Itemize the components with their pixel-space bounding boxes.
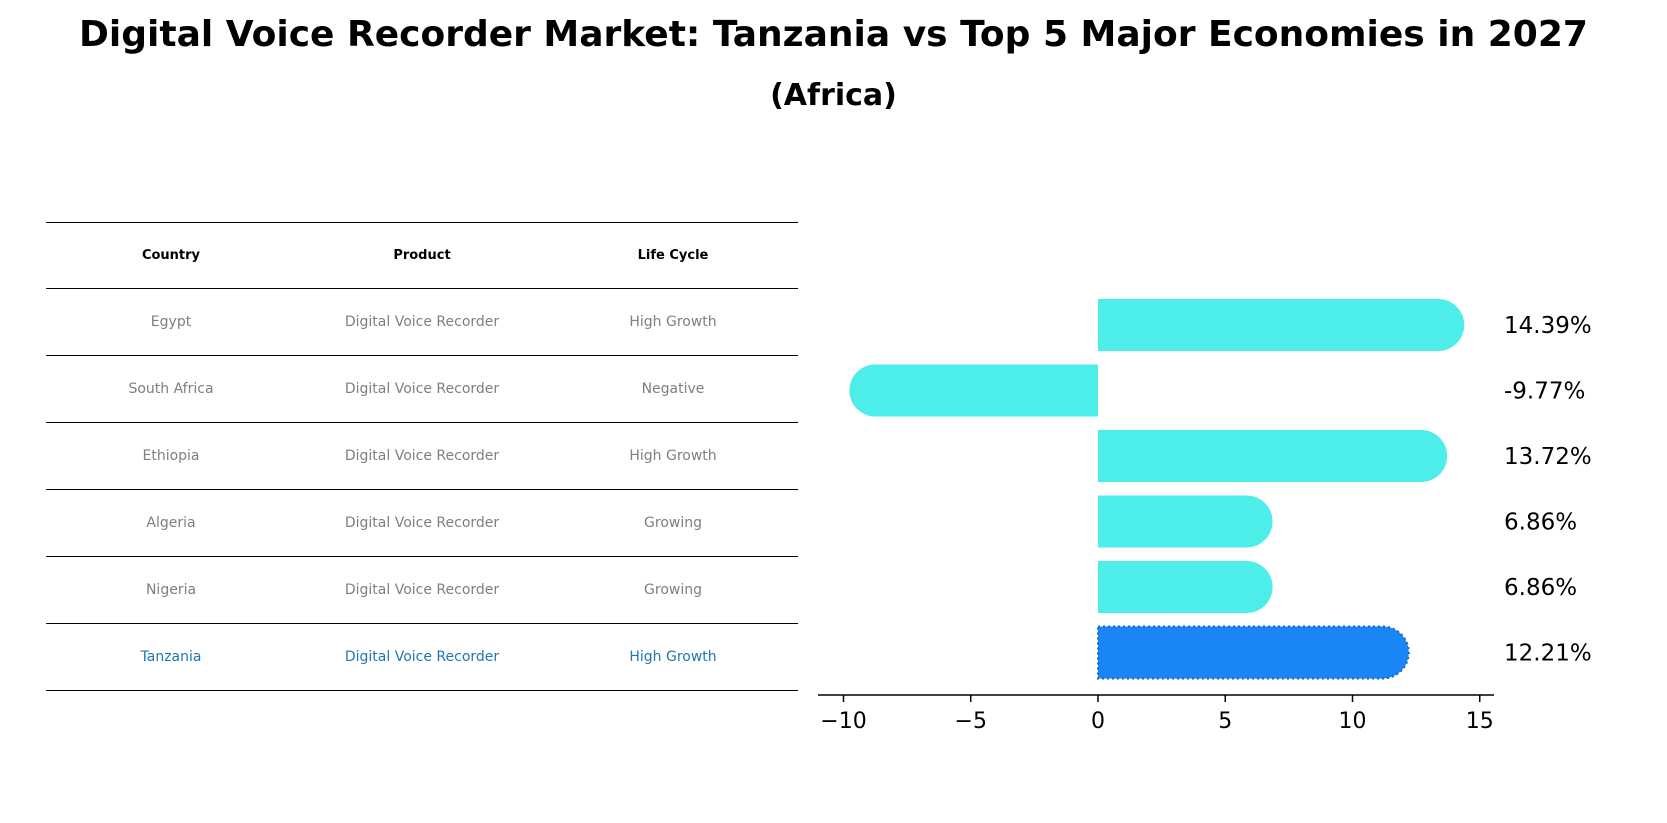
column-header-life-cycle: Life Cycle (637, 248, 709, 263)
cell-country: Tanzania (140, 649, 202, 665)
chart-title: Digital Voice Recorder Market: Tanzania … (79, 14, 1588, 55)
cell-country: Algeria (146, 515, 196, 531)
value-label: -9.77% (1504, 379, 1585, 405)
bar-south-africa (849, 364, 1098, 417)
cell-life-cycle: High Growth (629, 649, 717, 665)
table-header-row: Country Product Life Cycle (46, 222, 798, 289)
bar-nigeria (1098, 561, 1273, 613)
column-header-product: Product (393, 248, 451, 263)
value-label: 6.86% (1504, 575, 1577, 601)
cell-country: South Africa (128, 381, 214, 397)
bar-egypt (1098, 299, 1465, 351)
cell-product: Digital Voice Recorder (344, 314, 500, 330)
cell-life-cycle: High Growth (629, 314, 717, 330)
x-tick-label: 10 (1339, 709, 1367, 734)
table-row: Ethiopia Digital Voice Recorder High Gro… (46, 423, 798, 490)
chart-subtitle: (Africa) (770, 78, 897, 113)
cell-life-cycle: Negative (641, 381, 705, 397)
value-label: 14.39% (1504, 313, 1592, 339)
cell-product: Digital Voice Recorder (344, 515, 500, 531)
value-label: 12.21% (1504, 641, 1592, 667)
x-tick-label: −5 (955, 709, 987, 734)
value-label: 13.72% (1504, 444, 1592, 470)
column-header-country: Country (141, 248, 201, 263)
x-tick-label: −10 (820, 709, 866, 734)
table-row: Algeria Digital Voice Recorder Growing (46, 490, 798, 557)
x-tick-label: 15 (1466, 709, 1494, 734)
cell-product: Digital Voice Recorder (344, 649, 500, 665)
x-tick-label: 5 (1218, 709, 1232, 734)
bar-ethiopia (1098, 430, 1448, 482)
bar-algeria (1098, 495, 1273, 548)
value-label: 6.86% (1504, 510, 1577, 536)
cell-life-cycle: Growing (644, 515, 702, 531)
table-row-highlight: Tanzania Digital Voice Recorder High Gro… (46, 624, 798, 691)
table-row: Egypt Digital Voice Recorder High Growth (46, 289, 798, 356)
cell-country: Egypt (150, 314, 192, 330)
table-row: Nigeria Digital Voice Recorder Growing (46, 557, 798, 624)
x-tick-label: 0 (1091, 709, 1105, 734)
table-row: South Africa Digital Voice Recorder Nega… (46, 356, 798, 423)
cell-product: Digital Voice Recorder (344, 582, 500, 598)
cell-product: Digital Voice Recorder (344, 381, 500, 397)
cell-product: Digital Voice Recorder (344, 448, 500, 464)
bar-tanzania (1097, 625, 1410, 680)
cell-life-cycle: Growing (644, 582, 702, 598)
country-table: Country Product Life Cycle Egypt Digital… (46, 222, 798, 691)
cell-life-cycle: High Growth (629, 448, 717, 464)
cell-country: Ethiopia (142, 448, 200, 464)
cell-country: Nigeria (145, 582, 197, 598)
